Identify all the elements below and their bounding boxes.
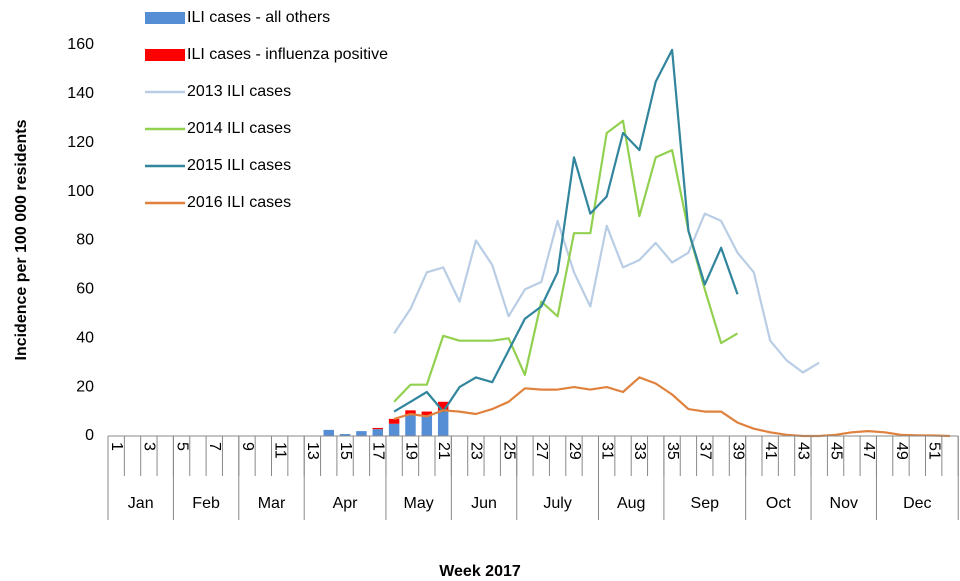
bar bbox=[405, 410, 416, 416]
line bbox=[393, 48, 739, 413]
bar bbox=[372, 429, 384, 436]
x-tick-label: 31 bbox=[598, 442, 615, 460]
y-axis-title: Incidence per 100 000 residents bbox=[13, 119, 30, 360]
x-tick-label: 7 bbox=[206, 442, 223, 451]
x-tick-label: 3 bbox=[141, 442, 158, 451]
month-label: Feb bbox=[192, 495, 220, 512]
x-tick-label: 37 bbox=[697, 442, 714, 460]
legend-label: ILI cases - influenza positive bbox=[187, 46, 388, 63]
month-label: Jun bbox=[471, 495, 497, 512]
y-tick-label: 40 bbox=[76, 329, 94, 346]
x-tick-label: 15 bbox=[337, 442, 354, 460]
month-label: May bbox=[404, 495, 434, 512]
month-label: Sep bbox=[691, 495, 720, 512]
legend-swatch bbox=[145, 49, 185, 61]
month-label: Dec bbox=[903, 495, 931, 512]
bar bbox=[405, 415, 416, 436]
x-tick-label: 45 bbox=[827, 442, 844, 460]
line bbox=[393, 119, 739, 403]
y-tick-label: 0 bbox=[85, 427, 94, 444]
x-tick-label: 17 bbox=[370, 442, 387, 460]
y-tick-label: 80 bbox=[76, 232, 94, 249]
x-tick-label: 39 bbox=[729, 442, 746, 460]
x-tick-label: 21 bbox=[435, 442, 452, 460]
legend-swatch bbox=[145, 12, 185, 24]
y-tick-label: 160 bbox=[67, 36, 94, 53]
x-tick-label: 43 bbox=[795, 442, 812, 460]
month-label: Apr bbox=[333, 495, 359, 512]
month-label: Oct bbox=[766, 495, 791, 512]
legend-label: 2016 ILI cases bbox=[187, 194, 291, 211]
x-tick-label: 19 bbox=[402, 442, 419, 460]
x-axis-title: Week 2017 bbox=[439, 563, 521, 580]
y-tick-label: 60 bbox=[76, 281, 94, 298]
x-tick-label: 29 bbox=[566, 442, 583, 460]
bar bbox=[372, 427, 384, 430]
x-tick-label: 9 bbox=[239, 442, 256, 451]
legend-label: ILI cases - all others bbox=[187, 9, 330, 26]
bar bbox=[437, 401, 449, 411]
bar bbox=[388, 423, 400, 436]
x-tick-label: 1 bbox=[108, 442, 125, 451]
x-tick-label: 25 bbox=[500, 442, 517, 460]
legend-label: 2014 ILI cases bbox=[187, 120, 291, 137]
bar bbox=[323, 429, 334, 436]
x-tick-label: 33 bbox=[631, 442, 648, 460]
y-tick-label: 140 bbox=[67, 85, 94, 102]
x-tick-label: 35 bbox=[664, 442, 681, 460]
y-tick-label: 100 bbox=[67, 183, 94, 200]
x-tick-label: 47 bbox=[860, 442, 877, 460]
x-tick-label: 5 bbox=[173, 442, 190, 451]
line bbox=[393, 376, 951, 438]
x-tick-label: 49 bbox=[893, 442, 910, 460]
month-label: July bbox=[543, 495, 571, 512]
month-label: Jan bbox=[128, 495, 154, 512]
month-label: Aug bbox=[617, 495, 645, 512]
x-tick-label: 13 bbox=[304, 442, 321, 460]
x-tick-label: 51 bbox=[925, 442, 942, 460]
legend-label: 2013 ILI cases bbox=[187, 83, 291, 100]
bar bbox=[421, 411, 433, 416]
y-tick-label: 120 bbox=[67, 134, 94, 151]
bar bbox=[339, 434, 351, 436]
legend-label: 2015 ILI cases bbox=[187, 157, 291, 174]
x-tick-label: 27 bbox=[533, 442, 550, 460]
bar bbox=[437, 410, 449, 436]
bar bbox=[421, 415, 433, 436]
month-label: Nov bbox=[830, 495, 858, 512]
bar bbox=[356, 431, 367, 436]
bar bbox=[388, 418, 400, 424]
x-tick-label: 11 bbox=[271, 442, 288, 459]
x-tick-label: 41 bbox=[762, 442, 779, 460]
x-tick-label: 23 bbox=[468, 442, 485, 460]
month-label: Mar bbox=[258, 495, 286, 512]
line bbox=[393, 212, 820, 374]
y-tick-label: 20 bbox=[76, 378, 94, 395]
